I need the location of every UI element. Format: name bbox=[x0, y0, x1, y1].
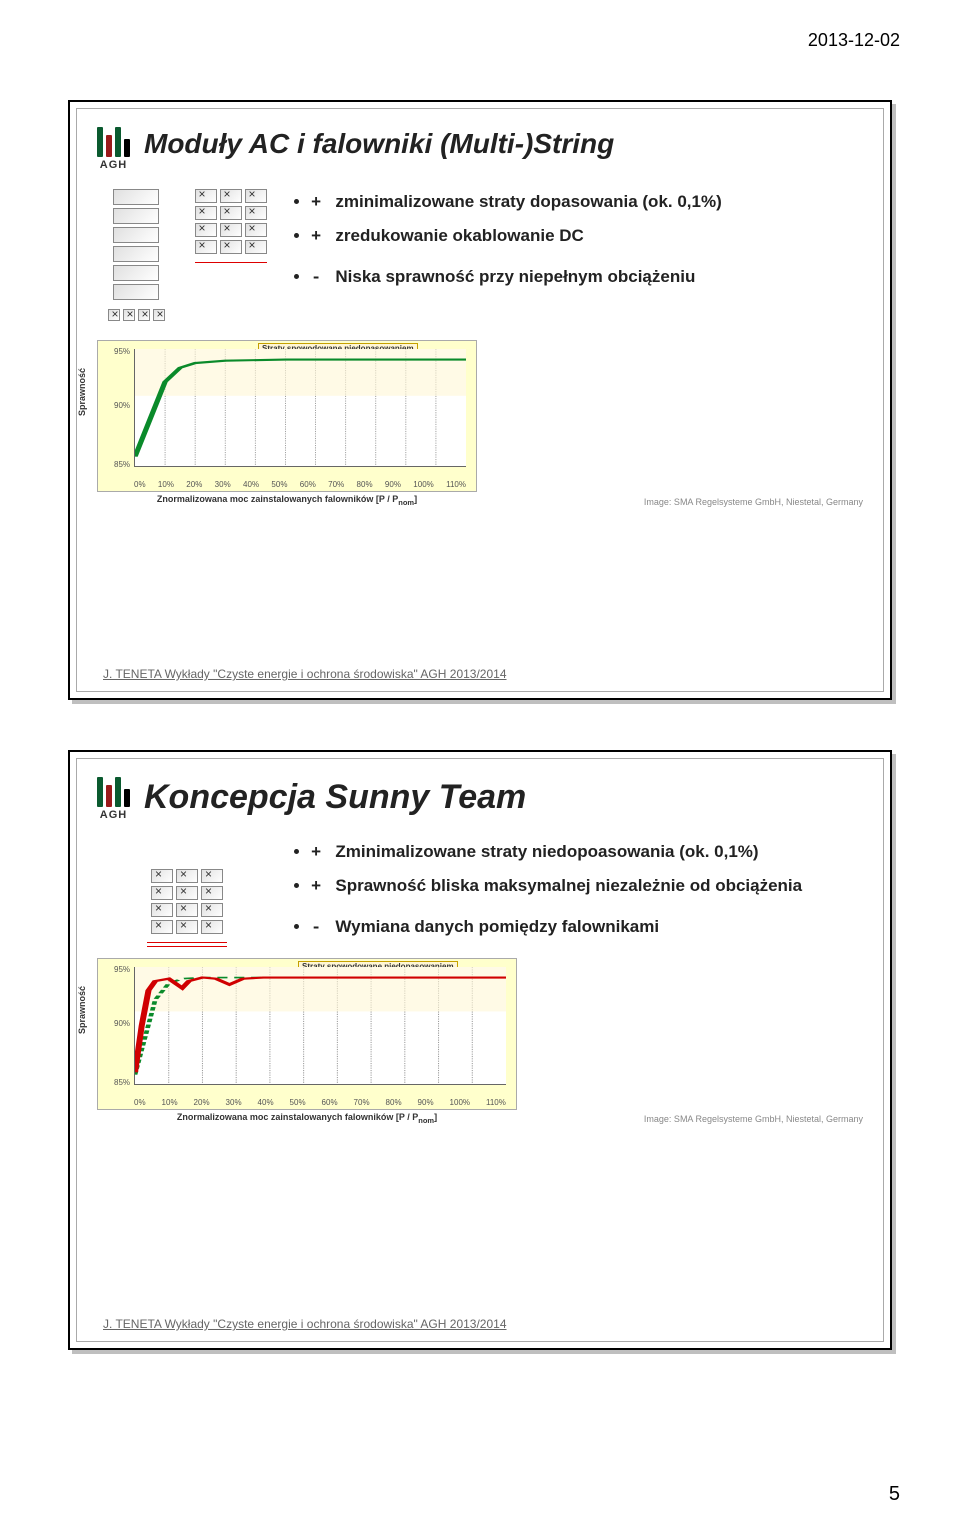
slide2-chart-svg bbox=[135, 967, 506, 1084]
agh-logo: AGH bbox=[97, 777, 130, 821]
slide2-module-diagram bbox=[97, 839, 277, 948]
slide1-bullet-3: - Niska sprawność przy niepełnym obciąże… bbox=[311, 264, 863, 292]
slide-1-title: Moduły AC i falowniki (Multi-)String bbox=[144, 127, 614, 161]
slide1-xlabel: Znormalizowana moc zainstalowanych falow… bbox=[97, 494, 477, 507]
xtick: 50% bbox=[271, 480, 287, 489]
page: 2013-12-02 AGH Moduły AC i falowniki (Mu… bbox=[0, 0, 960, 1526]
slide2-image-credit: Image: SMA Regelsysteme GmbH, Niestetal,… bbox=[537, 1114, 863, 1124]
slide1-footer-citation: J. TENETA Wykłady "Czyste energie i ochr… bbox=[103, 667, 507, 681]
xtick: 110% bbox=[486, 1098, 506, 1107]
xtick: 20% bbox=[194, 1098, 210, 1107]
slide1-module-diagram bbox=[97, 189, 277, 324]
xtick: 70% bbox=[354, 1098, 370, 1107]
slide1-bullet-2: + zredukowanie okablowanie DC bbox=[311, 223, 863, 251]
slide-2: AGH Koncepcja Sunny Team + Zminimalizowa… bbox=[68, 750, 892, 1350]
slide-1-inner: AGH Moduły AC i falowniki (Multi-)String bbox=[76, 108, 884, 692]
xtick: 90% bbox=[385, 480, 401, 489]
slide1-chart-svg bbox=[135, 349, 466, 466]
xtick: 20% bbox=[186, 480, 202, 489]
slide-2-inner: AGH Koncepcja Sunny Team + Zminimalizowa… bbox=[76, 758, 884, 1342]
xtick: 0% bbox=[134, 480, 146, 489]
slide-2-title: Koncepcja Sunny Team bbox=[144, 777, 526, 818]
xtick: 80% bbox=[386, 1098, 402, 1107]
ytick: 90% bbox=[114, 401, 130, 410]
xtick: 0% bbox=[134, 1098, 146, 1107]
xtick: 60% bbox=[300, 480, 316, 489]
xtick: 30% bbox=[215, 480, 231, 489]
page-date: 2013-12-02 bbox=[808, 30, 900, 51]
xtick: 10% bbox=[158, 480, 174, 489]
slide2-bullet-2: + Sprawność bliska maksymalnej niezależn… bbox=[311, 873, 863, 901]
slide1-chart: Straty spowodowane niedopasowaniem Spraw… bbox=[97, 340, 477, 507]
ytick: 85% bbox=[114, 1078, 130, 1087]
logo-bars-icon bbox=[97, 127, 130, 157]
logo-text: AGH bbox=[100, 809, 127, 821]
logo-text: AGH bbox=[100, 159, 127, 171]
ytick: 85% bbox=[114, 460, 130, 469]
logo-bars-icon bbox=[97, 777, 130, 807]
slide2-chart: Straty spowodowane niedopasowaniem Spraw… bbox=[97, 958, 517, 1125]
agh-logo: AGH bbox=[97, 127, 130, 171]
slide2-footer-citation: J. TENETA Wykłady "Czyste energie i ochr… bbox=[103, 1317, 507, 1331]
slide2-bullets: + Zminimalizowane straty niedopoasowania… bbox=[293, 839, 863, 948]
slide2-bullet-3: - Wymiana danych pomiędzy falownikami bbox=[311, 914, 863, 942]
xtick: 30% bbox=[226, 1098, 242, 1107]
slide1-ylabel: Sprawność bbox=[77, 368, 87, 416]
slide-1: AGH Moduły AC i falowniki (Multi-)String bbox=[68, 100, 892, 700]
xtick: 50% bbox=[290, 1098, 306, 1107]
xtick: 100% bbox=[413, 480, 433, 489]
xtick: 100% bbox=[450, 1098, 470, 1107]
xtick: 70% bbox=[328, 480, 344, 489]
slide2-bullet-1: + Zminimalizowane straty niedopoasowania… bbox=[311, 839, 863, 867]
slide1-image-credit: Image: SMA Regelsysteme GmbH, Niestetal,… bbox=[497, 497, 863, 507]
page-number: 5 bbox=[889, 1483, 900, 1506]
xtick: 40% bbox=[243, 480, 259, 489]
xtick: 90% bbox=[418, 1098, 434, 1107]
ytick: 90% bbox=[114, 1019, 130, 1028]
xtick: 10% bbox=[162, 1098, 178, 1107]
slide2-xlabel: Znormalizowana moc zainstalowanych falow… bbox=[97, 1112, 517, 1125]
slide1-bullets: + zminimalizowane straty dopasowania (ok… bbox=[293, 189, 863, 324]
xtick: 80% bbox=[357, 480, 373, 489]
xtick: 40% bbox=[258, 1098, 274, 1107]
slide1-bullet-1: + zminimalizowane straty dopasowania (ok… bbox=[311, 189, 863, 217]
ytick: 95% bbox=[114, 347, 130, 356]
xtick: 110% bbox=[446, 480, 466, 489]
xtick: 60% bbox=[322, 1098, 338, 1107]
ytick: 95% bbox=[114, 965, 130, 974]
slide2-ylabel: Sprawność bbox=[77, 985, 87, 1033]
